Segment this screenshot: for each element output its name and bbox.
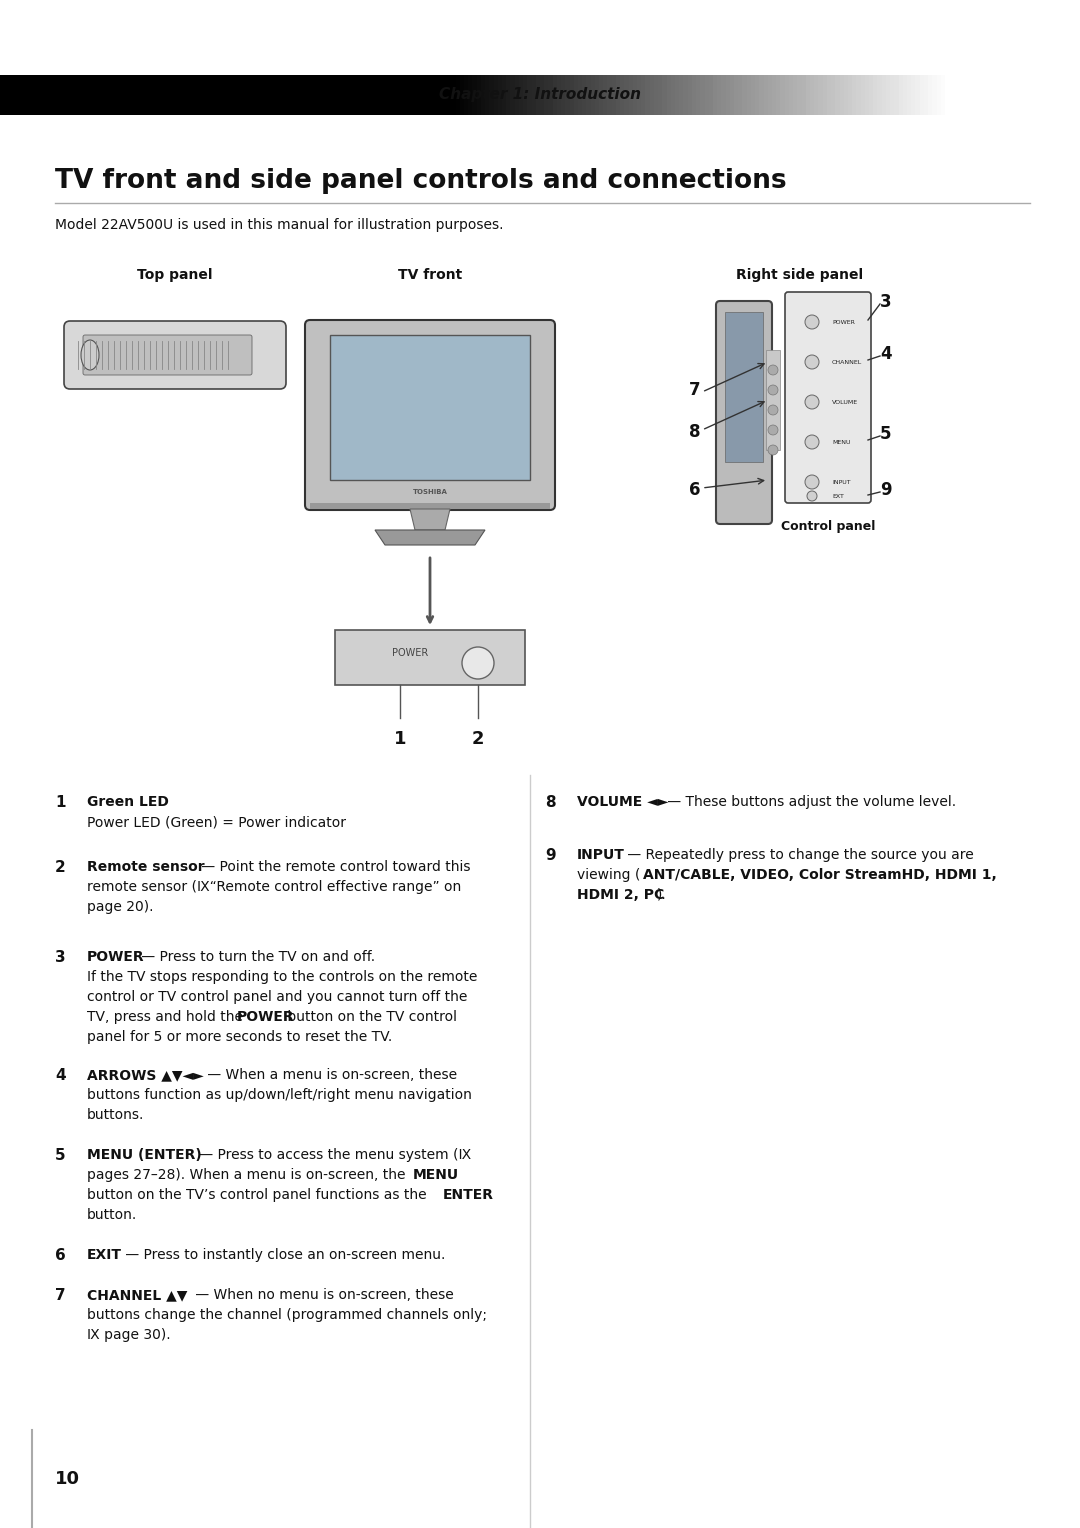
Circle shape <box>768 385 778 396</box>
Text: 10: 10 <box>55 1470 80 1488</box>
Text: POWER: POWER <box>832 319 855 324</box>
Polygon shape <box>410 509 450 530</box>
Text: button on the TV’s control panel functions as the: button on the TV’s control panel functio… <box>87 1187 431 1203</box>
Text: TV front and side panel controls and connections: TV front and side panel controls and con… <box>55 168 786 194</box>
Bar <box>725 312 762 461</box>
Circle shape <box>805 354 819 368</box>
Circle shape <box>805 396 819 410</box>
Text: remote sensor (Ⅸ“Remote control effective range” on: remote sensor (Ⅸ“Remote control effectiv… <box>87 880 461 894</box>
FancyBboxPatch shape <box>64 321 286 390</box>
Circle shape <box>805 315 819 329</box>
Text: — Press to access the menu system (Ⅸ: — Press to access the menu system (Ⅸ <box>195 1148 471 1161</box>
Text: VOLUME: VOLUME <box>832 399 859 405</box>
Text: button.: button. <box>87 1209 137 1222</box>
Bar <box>766 350 780 451</box>
Text: button on the TV control: button on the TV control <box>283 1010 457 1024</box>
Text: HDMI 2, PC: HDMI 2, PC <box>577 888 664 902</box>
Text: 6: 6 <box>55 1248 66 1264</box>
Text: 9: 9 <box>880 481 892 500</box>
Text: 6: 6 <box>689 481 700 500</box>
Circle shape <box>768 365 778 374</box>
Text: ).: ). <box>657 888 666 902</box>
Text: Right side panel: Right side panel <box>737 267 864 283</box>
Text: TV, press and hold the: TV, press and hold the <box>87 1010 247 1024</box>
Text: 2: 2 <box>472 730 484 749</box>
Text: viewing (: viewing ( <box>577 868 640 882</box>
Text: ARROWS ▲▼◄►: ARROWS ▲▼◄► <box>87 1068 204 1082</box>
Bar <box>330 335 530 480</box>
FancyBboxPatch shape <box>785 292 870 503</box>
Text: ENTER: ENTER <box>443 1187 494 1203</box>
Text: buttons.: buttons. <box>87 1108 145 1122</box>
Text: pages 27–28). When a menu is on-screen, the: pages 27–28). When a menu is on-screen, … <box>87 1167 410 1183</box>
Text: INPUT: INPUT <box>577 848 625 862</box>
Circle shape <box>768 425 778 435</box>
Bar <box>335 630 525 685</box>
Text: EXIT: EXIT <box>87 1248 122 1262</box>
Text: MENU: MENU <box>832 440 851 445</box>
Text: MENU (ENTER): MENU (ENTER) <box>87 1148 202 1161</box>
Text: 4: 4 <box>55 1068 66 1083</box>
Text: 5: 5 <box>880 425 891 443</box>
Text: 4: 4 <box>880 345 892 364</box>
Text: buttons change the channel (programmed channels only;: buttons change the channel (programmed c… <box>87 1308 487 1322</box>
Text: 8: 8 <box>545 795 555 810</box>
Text: 1: 1 <box>394 730 406 749</box>
Circle shape <box>768 445 778 455</box>
Text: Top panel: Top panel <box>137 267 213 283</box>
Text: ANT/CABLE, VIDEO, Color StreamHD, HDMI 1,: ANT/CABLE, VIDEO, Color StreamHD, HDMI 1… <box>643 868 997 882</box>
Text: — Press to turn the TV on and off.: — Press to turn the TV on and off. <box>137 950 375 964</box>
Text: Chapter 1: Introduction: Chapter 1: Introduction <box>438 87 642 102</box>
FancyBboxPatch shape <box>83 335 252 374</box>
Text: MENU: MENU <box>413 1167 459 1183</box>
FancyBboxPatch shape <box>716 301 772 524</box>
Text: 7: 7 <box>55 1288 66 1303</box>
Circle shape <box>805 435 819 449</box>
Text: 9: 9 <box>545 848 555 863</box>
Circle shape <box>768 405 778 416</box>
Text: INPUT: INPUT <box>832 480 851 484</box>
Text: — When no menu is on-screen, these: — When no menu is on-screen, these <box>191 1288 454 1302</box>
Text: 2: 2 <box>55 860 66 876</box>
Text: 3: 3 <box>55 950 66 966</box>
Text: TV front: TV front <box>397 267 462 283</box>
Text: VOLUME ◄►: VOLUME ◄► <box>577 795 669 808</box>
Text: TOSHIBA: TOSHIBA <box>413 489 447 495</box>
Text: 5: 5 <box>55 1148 66 1163</box>
Circle shape <box>807 490 816 501</box>
Text: buttons function as up/down/left/right menu navigation: buttons function as up/down/left/right m… <box>87 1088 472 1102</box>
Text: — These buttons adjust the volume level.: — These buttons adjust the volume level. <box>663 795 956 808</box>
Text: — Point the remote control toward this: — Point the remote control toward this <box>197 860 471 874</box>
Bar <box>310 503 550 509</box>
Text: Model 22AV500U is used in this manual for illustration purposes.: Model 22AV500U is used in this manual fo… <box>55 219 503 232</box>
Text: panel for 5 or more seconds to reset the TV.: panel for 5 or more seconds to reset the… <box>87 1030 392 1044</box>
Text: Power LED (Green) = Power indicator: Power LED (Green) = Power indicator <box>87 814 346 830</box>
Polygon shape <box>375 530 485 545</box>
Text: POWER: POWER <box>237 1010 295 1024</box>
Text: 8: 8 <box>689 423 700 442</box>
Text: Green LED: Green LED <box>87 795 168 808</box>
Text: 1: 1 <box>55 795 66 810</box>
Text: POWER: POWER <box>392 648 428 659</box>
Text: 3: 3 <box>880 293 892 312</box>
Text: Remote sensor: Remote sensor <box>87 860 204 874</box>
Text: CHANNEL ▲▼: CHANNEL ▲▼ <box>87 1288 187 1302</box>
Text: — Press to instantly close an on-screen menu.: — Press to instantly close an on-screen … <box>121 1248 445 1262</box>
Text: Control panel: Control panel <box>781 520 875 533</box>
Ellipse shape <box>81 341 99 370</box>
Text: page 20).: page 20). <box>87 900 153 914</box>
Text: — When a menu is on-screen, these: — When a menu is on-screen, these <box>203 1068 457 1082</box>
Text: CHANNEL: CHANNEL <box>832 359 862 365</box>
Text: Ⅸ page 30).: Ⅸ page 30). <box>87 1328 171 1342</box>
Text: EXT: EXT <box>832 494 843 498</box>
Text: 7: 7 <box>688 380 700 399</box>
Text: — Repeatedly press to change the source you are: — Repeatedly press to change the source … <box>623 848 974 862</box>
Text: control or TV control panel and you cannot turn off the: control or TV control panel and you cann… <box>87 990 468 1004</box>
FancyBboxPatch shape <box>305 319 555 510</box>
Text: If the TV stops responding to the controls on the remote: If the TV stops responding to the contro… <box>87 970 477 984</box>
Circle shape <box>805 475 819 489</box>
Text: POWER: POWER <box>87 950 145 964</box>
Circle shape <box>462 646 494 678</box>
